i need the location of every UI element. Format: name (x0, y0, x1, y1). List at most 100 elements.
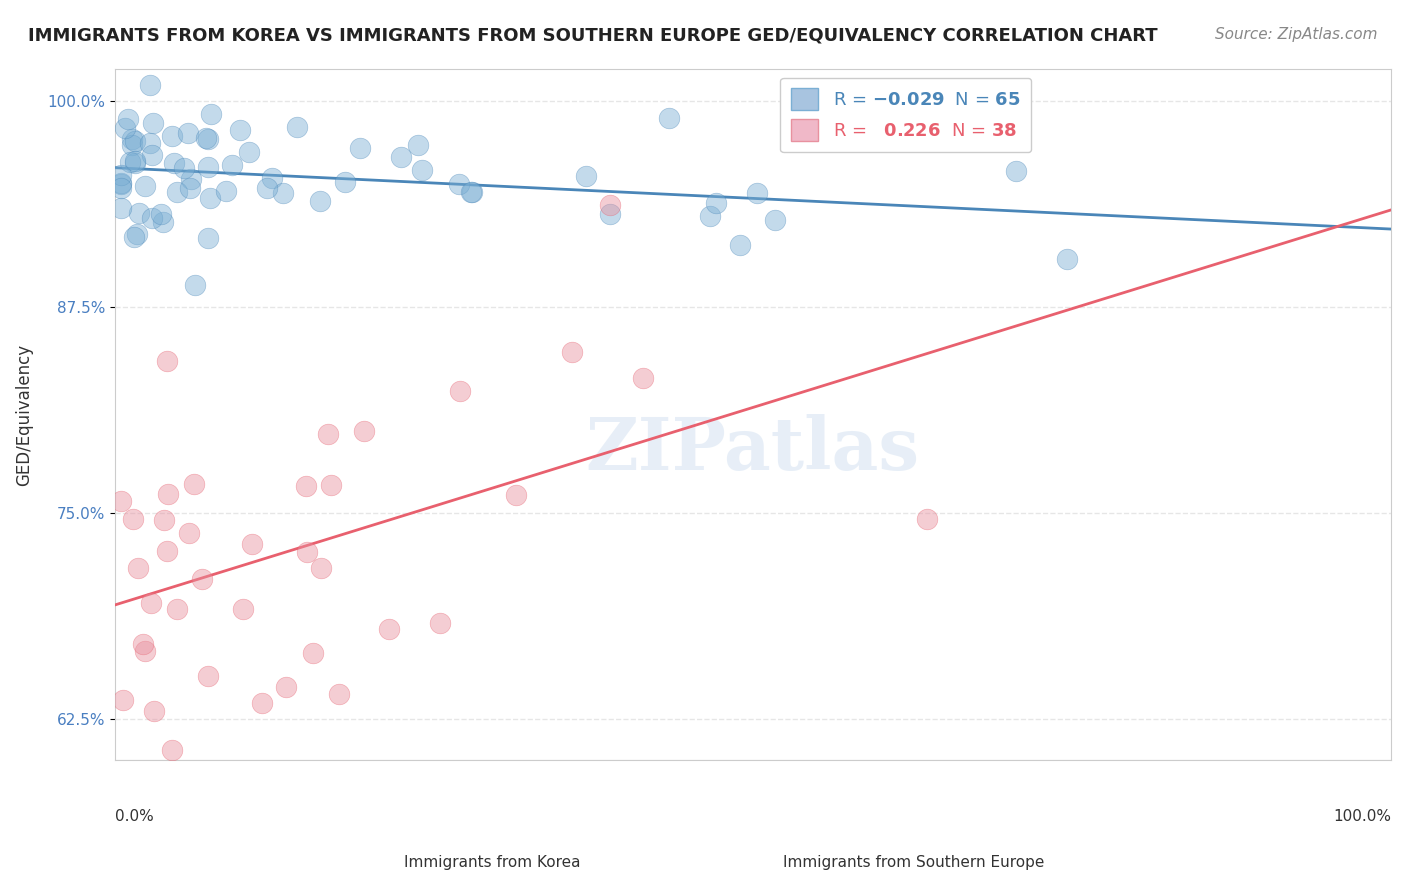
Point (197, 230, 219, 244)
Point (124, 156, 146, 170)
Point (152, 215, 174, 229)
Point (160, 743, 183, 757)
Point (110, 494, 132, 508)
Point (333, 176, 356, 190)
Point (328, 687, 350, 701)
Point (150, 206, 173, 220)
Point (316, 427, 339, 442)
Point (353, 424, 375, 438)
Point (229, 123, 252, 137)
Point (110, 176, 132, 190)
Text: Immigrants from Korea: Immigrants from Korea (404, 855, 581, 870)
Point (302, 646, 325, 660)
Point (728, 237, 751, 252)
Text: 0.0%: 0.0% (115, 809, 153, 824)
Point (309, 561, 332, 575)
Point (184, 277, 207, 292)
Y-axis label: GED/Equivalency: GED/Equivalency (15, 343, 32, 485)
Point (349, 141, 371, 155)
Point (214, 184, 236, 198)
Point (143, 704, 166, 718)
Point (117, 112, 139, 127)
Point (915, 512, 938, 526)
Text: Source: ZipAtlas.com: Source: ZipAtlas.com (1215, 27, 1378, 42)
Point (162, 128, 184, 143)
Legend: R = $\bf{-0.029}$  N = $\bf{65}$, R = $\bf{\ \ 0.226}$  N = $\bf{38}$: R = $\bf{-0.029}$ N = $\bf{65}$, R = $\b… (780, 78, 1032, 153)
Point (155, 544, 177, 558)
Point (132, 636, 155, 650)
Point (122, 230, 145, 244)
Point (141, 211, 163, 226)
Point (173, 161, 195, 176)
Text: 100.0%: 100.0% (1333, 809, 1391, 824)
Point (699, 210, 721, 224)
Point (429, 615, 451, 630)
Point (200, 107, 222, 121)
Point (295, 545, 318, 559)
Point (166, 602, 188, 616)
Point (139, 136, 162, 150)
Point (141, 596, 163, 610)
Point (295, 478, 318, 492)
Point (127, 227, 149, 241)
Point (110, 201, 132, 215)
Point (111, 693, 134, 707)
Point (599, 198, 621, 212)
Point (260, 171, 283, 186)
Point (273, 186, 295, 201)
Point (142, 116, 165, 130)
Point (166, 185, 188, 199)
Point (232, 602, 254, 616)
Point (599, 207, 621, 221)
Point (141, 148, 163, 162)
Point (256, 180, 278, 194)
Point (114, 120, 136, 135)
Point (378, 622, 401, 636)
Point (411, 163, 433, 178)
Point (156, 354, 179, 368)
Point (274, 681, 297, 695)
Point (449, 384, 471, 398)
Point (124, 134, 146, 148)
Point (134, 644, 156, 658)
Point (389, 150, 412, 164)
Point (110, 181, 132, 195)
Text: Immigrants from Southern Europe: Immigrants from Southern Europe (783, 855, 1045, 870)
Text: ZIPatlas: ZIPatlas (586, 414, 920, 484)
Point (163, 155, 186, 169)
Point (1056, 252, 1078, 266)
Point (575, 169, 598, 184)
Point (447, 178, 470, 192)
Point (631, 371, 654, 385)
Point (191, 572, 214, 586)
Point (179, 180, 201, 194)
Point (704, 195, 727, 210)
Point (221, 158, 243, 172)
Point (110, 168, 132, 182)
Point (406, 138, 429, 153)
Point (128, 205, 150, 219)
Point (152, 513, 174, 527)
Point (309, 194, 332, 209)
Point (195, 131, 218, 145)
Point (121, 132, 143, 146)
Point (197, 669, 219, 683)
Point (134, 179, 156, 194)
Point (121, 137, 143, 152)
Point (198, 191, 221, 205)
Point (285, 120, 308, 134)
Point (747, 186, 769, 201)
Point (180, 171, 202, 186)
Point (250, 697, 273, 711)
Point (505, 488, 527, 502)
Point (127, 561, 149, 575)
Point (658, 111, 681, 125)
Point (197, 160, 219, 174)
Point (110, 177, 132, 191)
Point (139, 78, 162, 92)
Point (1005, 164, 1028, 178)
Point (121, 512, 143, 526)
Point (240, 537, 263, 551)
Point (461, 186, 484, 200)
Point (197, 132, 219, 146)
